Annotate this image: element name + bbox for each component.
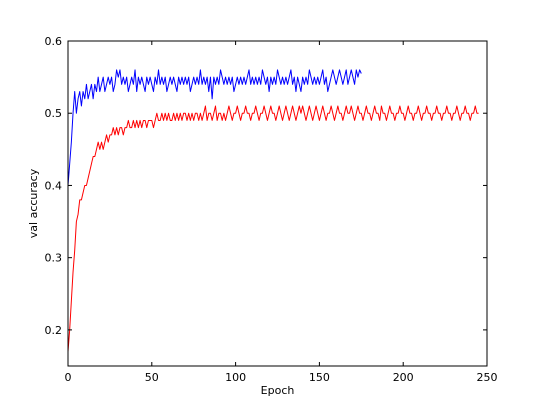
series-layer [67, 69, 479, 352]
y-axis-label: val accuracy [27, 168, 40, 238]
series-line-1 [67, 69, 362, 186]
x-tick-label: 0 [65, 371, 72, 384]
x-tick-label: 100 [225, 371, 246, 384]
x-tick-label: 150 [309, 371, 330, 384]
y-tick-label: 0.5 [45, 107, 63, 120]
ticks-layer: 0 50 100 150 200 250 0.2 0.3 0.4 0.5 0.6 [45, 35, 498, 384]
y-tick-label: 0.3 [45, 252, 63, 265]
y-tick-label: 0.2 [45, 324, 63, 337]
plot-frame [67, 40, 488, 367]
y-tick-label: 0.6 [45, 35, 63, 48]
y-tick-label: 0.4 [45, 179, 63, 192]
series-line-2 [67, 105, 479, 352]
x-tick-label: 200 [393, 371, 414, 384]
x-axis-label: Epoch [261, 384, 295, 397]
x-tick-label: 50 [145, 371, 159, 384]
x-tick-label: 250 [477, 371, 498, 384]
